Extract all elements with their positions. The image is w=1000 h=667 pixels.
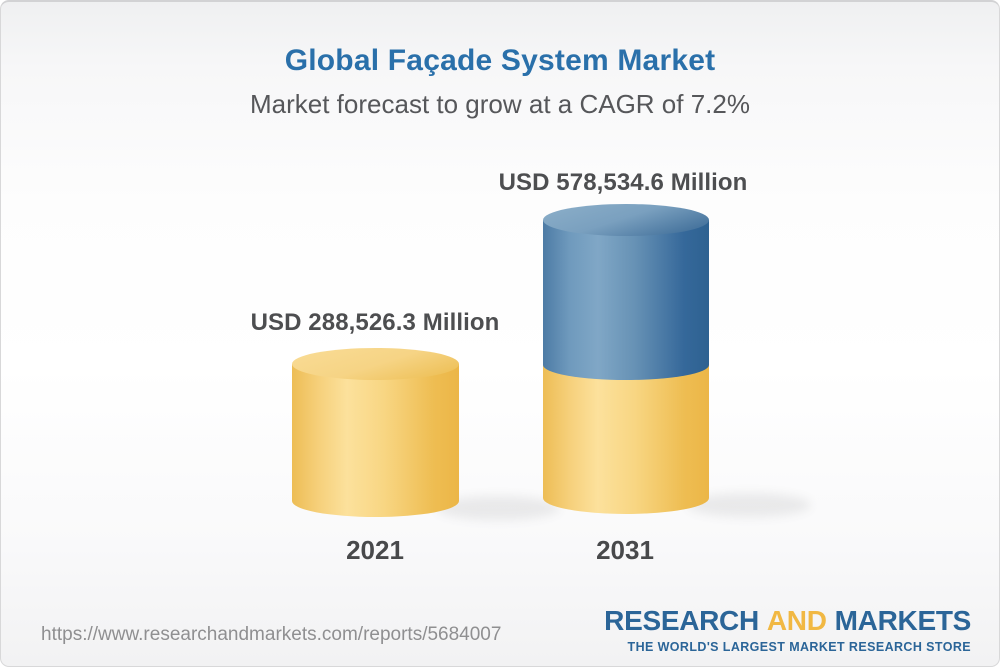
value-label-2021: USD 288,526.3 Million xyxy=(250,309,500,336)
report-url: https://www.researchandmarkets.com/repor… xyxy=(41,624,502,645)
cylinder-2021 xyxy=(292,348,459,517)
cylinder-2021-top xyxy=(292,348,459,380)
cylinder-2021-body xyxy=(292,364,459,517)
page-title: Global Façade System Market xyxy=(284,44,716,77)
logo-tagline: THE WORLD'S LARGEST MARKET RESEARCH STOR… xyxy=(627,639,971,654)
logo-word-markets: MARKETS xyxy=(834,605,972,636)
research-and-markets-logo: RESEARCH AND MARKETS THE WORLD'S LARGEST… xyxy=(604,605,972,654)
cylinder-2031-base-segment xyxy=(543,365,709,514)
cylinder-2031-top xyxy=(543,204,709,236)
category-label-2031: 2031 xyxy=(596,535,654,565)
logo-word-and: AND xyxy=(766,605,827,636)
cylinder-2021-shadow xyxy=(436,496,560,520)
logo-wordmark: RESEARCH AND MARKETS xyxy=(604,605,972,637)
cylinder-2031 xyxy=(543,204,709,514)
cylinder-2031-shadow xyxy=(687,493,811,517)
category-label-2021: 2021 xyxy=(346,535,404,565)
value-label-2031: USD 578,534.6 Million xyxy=(498,169,748,196)
logo-word-research: RESEARCH xyxy=(604,605,759,636)
cylinder-2031-growth-segment xyxy=(543,220,709,380)
page-subtitle: Market forecast to grow at a CAGR of 7.2… xyxy=(250,89,750,119)
